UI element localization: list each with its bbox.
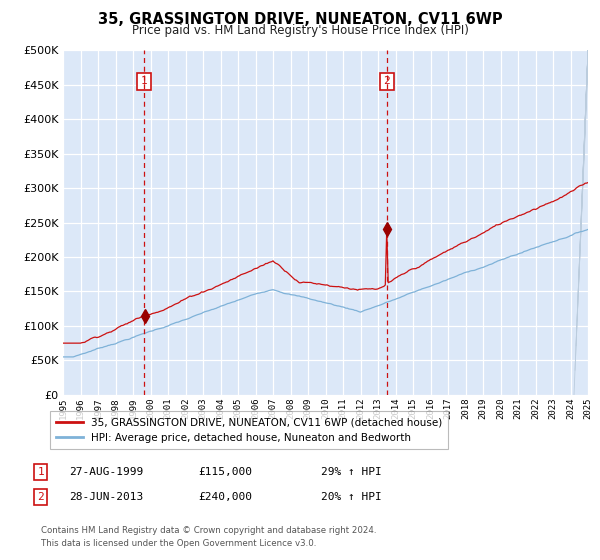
- Text: This data is licensed under the Open Government Licence v3.0.: This data is licensed under the Open Gov…: [41, 539, 316, 548]
- Text: 28-JUN-2013: 28-JUN-2013: [69, 492, 143, 502]
- Text: £115,000: £115,000: [198, 467, 252, 477]
- Text: 2: 2: [37, 492, 44, 502]
- Text: 35, GRASSINGTON DRIVE, NUNEATON, CV11 6WP: 35, GRASSINGTON DRIVE, NUNEATON, CV11 6W…: [98, 12, 502, 27]
- Text: 29% ↑ HPI: 29% ↑ HPI: [321, 467, 382, 477]
- Text: Price paid vs. HM Land Registry's House Price Index (HPI): Price paid vs. HM Land Registry's House …: [131, 24, 469, 37]
- Legend: 35, GRASSINGTON DRIVE, NUNEATON, CV11 6WP (detached house), HPI: Average price, : 35, GRASSINGTON DRIVE, NUNEATON, CV11 6W…: [50, 411, 448, 449]
- Text: Contains HM Land Registry data © Crown copyright and database right 2024.: Contains HM Land Registry data © Crown c…: [41, 526, 376, 535]
- Text: 1: 1: [37, 467, 44, 477]
- Text: 20% ↑ HPI: 20% ↑ HPI: [321, 492, 382, 502]
- Text: 2: 2: [383, 76, 390, 86]
- Text: 27-AUG-1999: 27-AUG-1999: [69, 467, 143, 477]
- Text: 1: 1: [141, 76, 148, 86]
- Text: £240,000: £240,000: [198, 492, 252, 502]
